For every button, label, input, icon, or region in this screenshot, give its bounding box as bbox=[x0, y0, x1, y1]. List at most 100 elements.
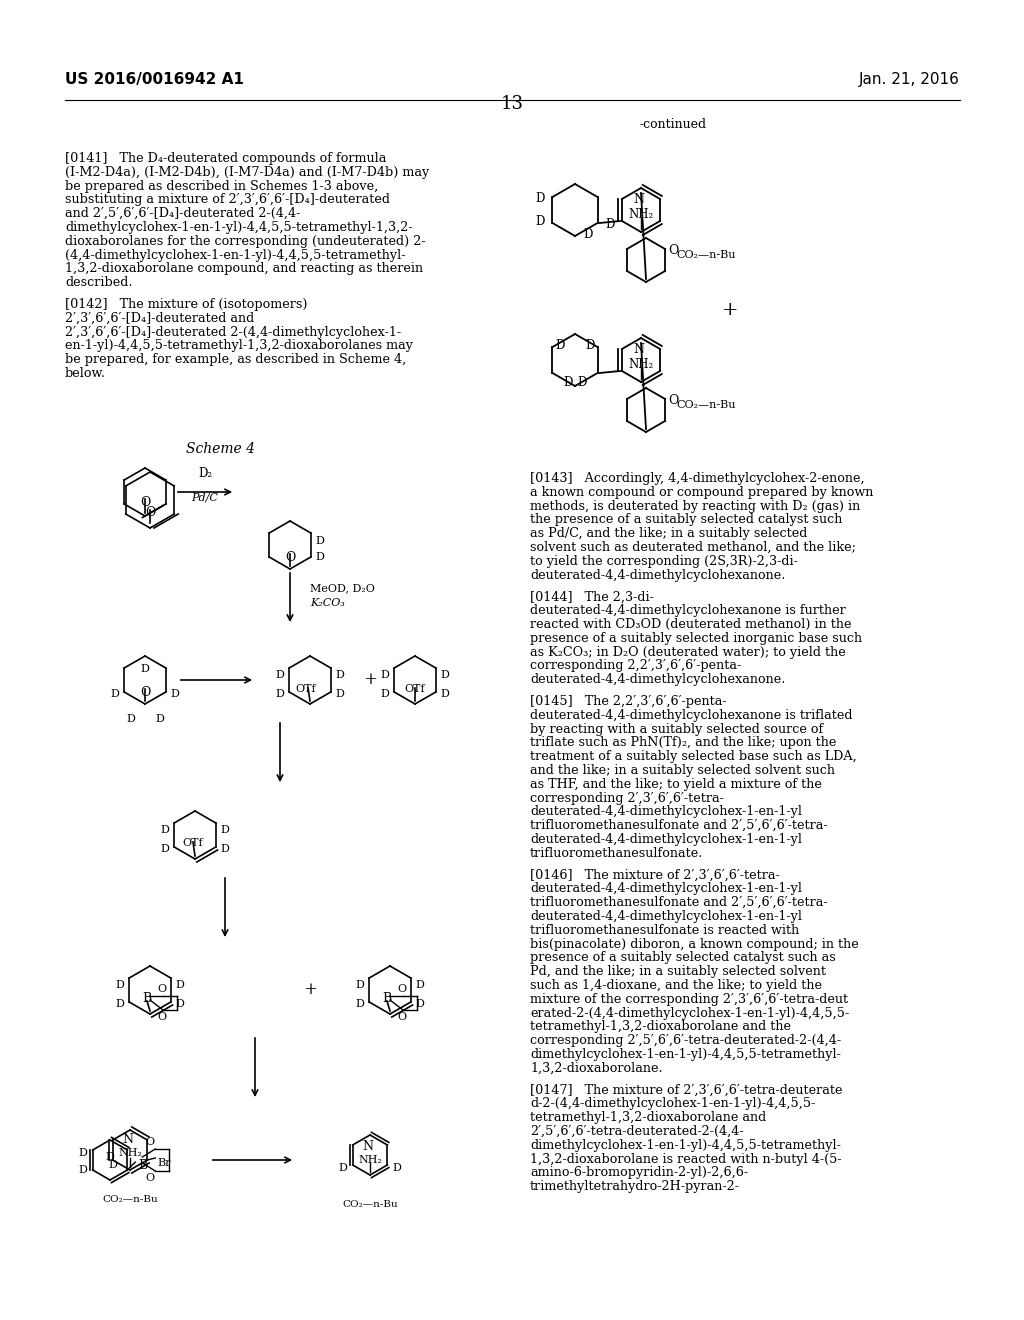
Text: trimethyltetrahydro-2H-pyran-2-: trimethyltetrahydro-2H-pyran-2- bbox=[530, 1180, 740, 1193]
Text: be prepared as described in Schemes 1-3 above,: be prepared as described in Schemes 1-3 … bbox=[65, 180, 378, 193]
Text: D: D bbox=[339, 1163, 348, 1173]
Text: erated-2-(4,4-dimethylcyclohex-1-en-1-yl)-4,4,5,5-: erated-2-(4,4-dimethylcyclohex-1-en-1-yl… bbox=[530, 1007, 849, 1019]
Text: O: O bbox=[140, 686, 151, 700]
Text: 1,3,2-dioxaborolane compound, and reacting as therein: 1,3,2-dioxaborolane compound, and reacti… bbox=[65, 263, 423, 276]
Text: D: D bbox=[577, 376, 587, 389]
Text: Jan. 21, 2016: Jan. 21, 2016 bbox=[859, 73, 961, 87]
Text: dimethylcyclohex-1-en-1-yl)-4,4,5,5-tetramethyl-1,3,2-: dimethylcyclohex-1-en-1-yl)-4,4,5,5-tetr… bbox=[65, 220, 413, 234]
Text: D: D bbox=[221, 825, 229, 836]
Text: B: B bbox=[142, 993, 152, 1005]
Text: a known compound or compound prepared by known: a known compound or compound prepared by… bbox=[530, 486, 873, 499]
Text: OTf: OTf bbox=[404, 684, 425, 694]
Text: D: D bbox=[583, 228, 592, 242]
Text: trifluoromethanesulfonate is reacted with: trifluoromethanesulfonate is reacted wit… bbox=[530, 924, 800, 937]
Text: D: D bbox=[380, 689, 389, 700]
Text: deuterated-4,4-dimethylcyclohexanone.: deuterated-4,4-dimethylcyclohexanone. bbox=[530, 569, 785, 582]
Text: O: O bbox=[140, 496, 151, 510]
Text: D: D bbox=[126, 714, 135, 723]
Text: corresponding 2′,3′,6′,6′-tetra-: corresponding 2′,3′,6′,6′-tetra- bbox=[530, 792, 724, 805]
Text: treatment of a suitably selected base such as LDA,: treatment of a suitably selected base su… bbox=[530, 750, 857, 763]
Text: O: O bbox=[145, 1137, 155, 1147]
Text: reacted with CD₃OD (deuterated methanol) in the: reacted with CD₃OD (deuterated methanol)… bbox=[530, 618, 852, 631]
Text: D: D bbox=[79, 1148, 88, 1158]
Text: OTf: OTf bbox=[296, 684, 316, 694]
Text: D: D bbox=[440, 671, 450, 680]
Text: D: D bbox=[380, 671, 389, 680]
Text: D: D bbox=[161, 843, 169, 854]
Text: D: D bbox=[536, 193, 545, 206]
Text: and 2′,5′,6′,6′-[D₄]-deuterated 2-(4,4-: and 2′,5′,6′,6′-[D₄]-deuterated 2-(4,4- bbox=[65, 207, 300, 220]
Text: B: B bbox=[138, 1159, 147, 1172]
Text: 2′,3′,6′,6′-[D₄]-deuterated 2-(4,4-dimethylcyclohex-1-: 2′,3′,6′,6′-[D₄]-deuterated 2-(4,4-dimet… bbox=[65, 326, 401, 339]
Text: O: O bbox=[397, 1012, 407, 1022]
Text: D: D bbox=[336, 671, 345, 680]
Text: N: N bbox=[123, 1133, 133, 1146]
Text: en-1-yl)-4,4,5,5-tetramethyl-1,3,2-dioxaborolanes may: en-1-yl)-4,4,5,5-tetramethyl-1,3,2-dioxa… bbox=[65, 339, 413, 352]
Text: to yield the corresponding (2S,3R)-2,3-di-: to yield the corresponding (2S,3R)-2,3-d… bbox=[530, 554, 798, 568]
Text: D: D bbox=[111, 689, 119, 700]
Text: tetramethyl-1,3,2-dioxaborolane and the: tetramethyl-1,3,2-dioxaborolane and the bbox=[530, 1020, 791, 1034]
Text: methods, is deuterated by reacting with D₂ (gas) in: methods, is deuterated by reacting with … bbox=[530, 499, 860, 512]
Text: as THF, and the like; to yield a mixture of the: as THF, and the like; to yield a mixture… bbox=[530, 777, 822, 791]
Text: 2′,5′,6′,6′-tetra-deuterated-2-(4,4-: 2′,5′,6′,6′-tetra-deuterated-2-(4,4- bbox=[530, 1125, 743, 1138]
Text: D: D bbox=[275, 689, 285, 700]
Text: D: D bbox=[116, 999, 124, 1008]
Text: O: O bbox=[668, 244, 679, 257]
Text: D: D bbox=[392, 1163, 401, 1173]
Text: [0146]   The mixture of 2′,3′,6′,6′-tetra-: [0146] The mixture of 2′,3′,6′,6′-tetra- bbox=[530, 869, 779, 882]
Text: D: D bbox=[440, 689, 450, 700]
Text: K₂CO₃: K₂CO₃ bbox=[310, 598, 345, 609]
Text: D: D bbox=[275, 671, 285, 680]
Text: bis(pinacolate) diboron, a known compound; in the: bis(pinacolate) diboron, a known compoun… bbox=[530, 937, 859, 950]
Text: N: N bbox=[362, 1140, 374, 1152]
Text: by reacting with a suitably selected source of: by reacting with a suitably selected sou… bbox=[530, 722, 823, 735]
Text: US 2016/0016942 A1: US 2016/0016942 A1 bbox=[65, 73, 244, 87]
Text: corresponding 2′,5′,6′,6′-tetra-deuterated-2-(4,4-: corresponding 2′,5′,6′,6′-tetra-deuterat… bbox=[530, 1034, 841, 1047]
Text: NH₂: NH₂ bbox=[629, 209, 653, 220]
Text: MeOD, D₂O: MeOD, D₂O bbox=[310, 583, 375, 593]
Text: D: D bbox=[416, 999, 425, 1008]
Text: the presence of a suitably selected catalyst such: the presence of a suitably selected cata… bbox=[530, 513, 843, 527]
Text: substituting a mixture of 2′,3′,6′,6′-[D₄]-deuterated: substituting a mixture of 2′,3′,6′,6′-[D… bbox=[65, 194, 390, 206]
Text: O: O bbox=[144, 506, 156, 519]
Text: D: D bbox=[155, 714, 164, 723]
Text: such as 1,4-dioxane, and the like; to yield the: such as 1,4-dioxane, and the like; to yi… bbox=[530, 979, 822, 993]
Text: N: N bbox=[634, 343, 644, 356]
Text: D: D bbox=[556, 339, 565, 352]
Text: deuterated-4,4-dimethylcyclohexanone.: deuterated-4,4-dimethylcyclohexanone. bbox=[530, 673, 785, 686]
Text: O: O bbox=[145, 1173, 155, 1183]
Text: deuterated-4,4-dimethylcyclohex-1-en-1-yl: deuterated-4,4-dimethylcyclohex-1-en-1-y… bbox=[530, 805, 802, 818]
Text: [0144]   The 2,3-di-: [0144] The 2,3-di- bbox=[530, 590, 654, 603]
Text: D: D bbox=[221, 843, 229, 854]
Text: Pd/C: Pd/C bbox=[191, 492, 218, 502]
Text: [0147]   The mixture of 2′,3′,6′,6′-tetra-deuterate: [0147] The mixture of 2′,3′,6′,6′-tetra-… bbox=[530, 1084, 843, 1097]
Text: D: D bbox=[355, 979, 365, 990]
Text: tetramethyl-1,3,2-dioxaborolane and: tetramethyl-1,3,2-dioxaborolane and bbox=[530, 1111, 766, 1125]
Text: presence of a suitably selected catalyst such as: presence of a suitably selected catalyst… bbox=[530, 952, 836, 965]
Text: NH₂: NH₂ bbox=[358, 1155, 382, 1166]
Text: deuterated-4,4-dimethylcyclohex-1-en-1-yl: deuterated-4,4-dimethylcyclohex-1-en-1-y… bbox=[530, 833, 802, 846]
Text: CO₂—n-Bu: CO₂—n-Bu bbox=[676, 400, 735, 411]
Text: trifluoromethanesulfonate and 2′,5′,6′,6′-tetra-: trifluoromethanesulfonate and 2′,5′,6′,6… bbox=[530, 896, 827, 909]
Text: D: D bbox=[355, 999, 365, 1008]
Text: D: D bbox=[79, 1166, 88, 1175]
Text: 13: 13 bbox=[501, 95, 523, 114]
Text: O: O bbox=[397, 983, 407, 994]
Text: -continued: -continued bbox=[640, 117, 708, 131]
Text: N: N bbox=[634, 193, 644, 206]
Text: 1,3,2-dioxaborolane.: 1,3,2-dioxaborolane. bbox=[530, 1061, 663, 1074]
Text: deuterated-4,4-dimethylcyclohexanone is further: deuterated-4,4-dimethylcyclohexanone is … bbox=[530, 605, 846, 618]
Text: triflate such as PhN(Tf)₂, and the like; upon the: triflate such as PhN(Tf)₂, and the like;… bbox=[530, 737, 837, 750]
Text: O: O bbox=[668, 395, 679, 408]
Text: corresponding 2,2′,3′,6′,6′-penta-: corresponding 2,2′,3′,6′,6′-penta- bbox=[530, 660, 741, 672]
Text: deuterated-4,4-dimethylcyclohex-1-en-1-yl: deuterated-4,4-dimethylcyclohex-1-en-1-y… bbox=[530, 882, 802, 895]
Text: dioxaborolanes for the corresponding (undeuterated) 2-: dioxaborolanes for the corresponding (un… bbox=[65, 235, 426, 248]
Text: D: D bbox=[176, 979, 184, 990]
Text: B: B bbox=[382, 993, 391, 1005]
Text: described.: described. bbox=[65, 276, 132, 289]
Text: mixture of the corresponding 2′,3′,6′,6′-tetra-deut: mixture of the corresponding 2′,3′,6′,6′… bbox=[530, 993, 848, 1006]
Text: D: D bbox=[336, 689, 345, 700]
Text: D: D bbox=[109, 1160, 118, 1170]
Text: dimethylcyclohex-1-en-1-yl)-4,4,5,5-tetramethyl-: dimethylcyclohex-1-en-1-yl)-4,4,5,5-tetr… bbox=[530, 1139, 841, 1152]
Text: +: + bbox=[303, 982, 317, 998]
